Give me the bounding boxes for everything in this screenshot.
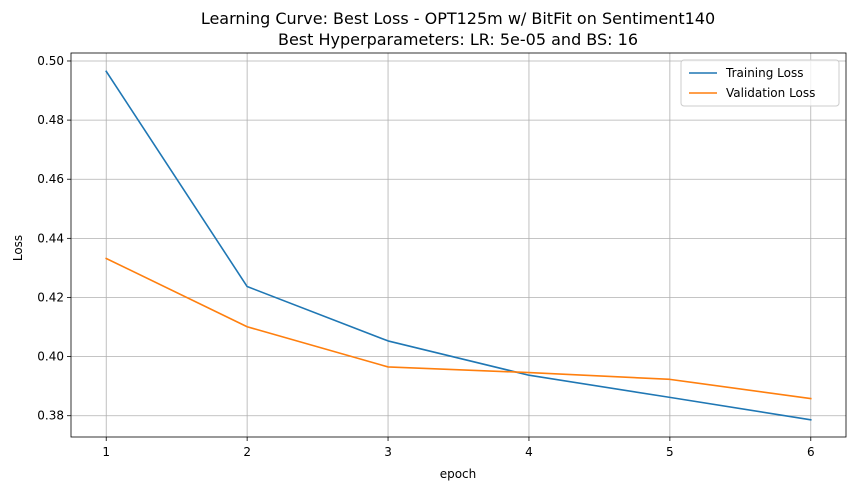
axis-ticks: 1 2 3 4 5 6 0.38 0.40 0.42 0.44 0.46 0.48 0.50 <box>37 54 814 459</box>
chart-title: Learning Curve: Best Loss - OPT125m w/ B… <box>201 9 715 28</box>
legend-label: Validation Loss <box>726 86 815 100</box>
y-tick-label: 0.46 <box>37 172 64 186</box>
plot-area-frame <box>70 52 847 438</box>
grid-lines <box>71 53 846 437</box>
legend-label: Training Loss <box>725 66 803 80</box>
y-tick-label: 0.42 <box>37 290 64 304</box>
x-tick-label: 3 <box>384 445 392 459</box>
series-line-validation-loss <box>105 257 812 400</box>
y-tick-label: 0.40 <box>37 350 64 364</box>
legend-box <box>680 59 840 107</box>
y-tick-label: 0.44 <box>37 231 64 245</box>
x-tick-label: 6 <box>807 445 815 459</box>
x-axis-label: epoch <box>440 467 477 481</box>
y-tick-label: 0.38 <box>37 409 64 423</box>
x-tick-label: 4 <box>525 445 533 459</box>
x-tick-label: 2 <box>243 445 251 459</box>
x-tick-label: 5 <box>666 445 674 459</box>
y-tick-label: 0.48 <box>37 113 64 127</box>
series-line-training-loss <box>105 70 812 421</box>
x-tick-label: 1 <box>102 445 110 459</box>
chart-subtitle: Best Hyperparameters: LR: 5e-05 and BS: … <box>278 30 638 49</box>
series-lines <box>105 70 812 421</box>
legend: Training Loss Validation Loss <box>680 59 840 107</box>
y-axis-label: Loss <box>11 235 25 261</box>
y-tick-label: 0.50 <box>37 54 64 68</box>
